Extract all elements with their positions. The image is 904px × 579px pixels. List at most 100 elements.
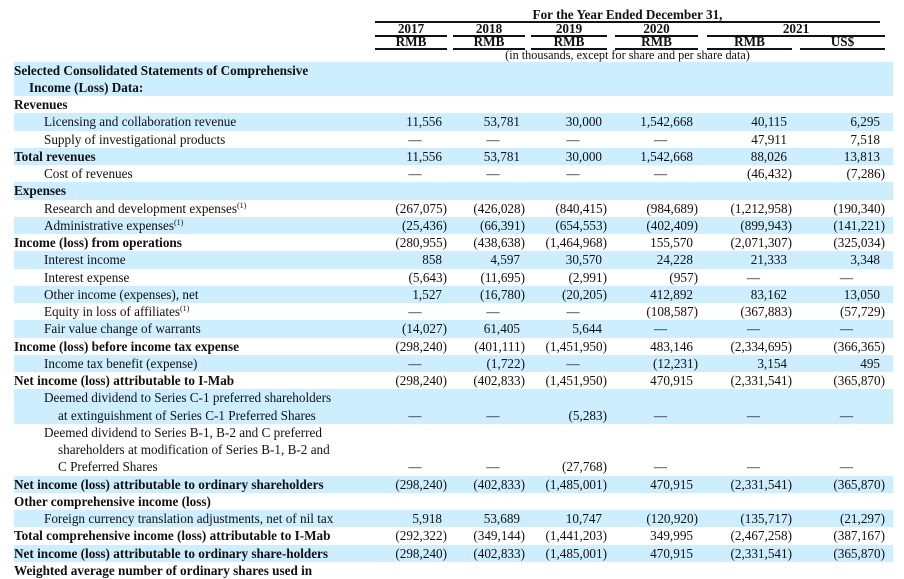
- value-cell: (654,553): [555, 217, 607, 233]
- value-cell: (349,144): [473, 528, 525, 544]
- table-row: Net income (loss) attributable to ordina…: [14, 544, 893, 562]
- value-cell: (367,883): [740, 304, 792, 320]
- row-label: Equity in loss of affiliates(1): [14, 303, 375, 320]
- table-row: Research and development expenses(1) (267…: [14, 200, 893, 217]
- table-row: Net income (loss) attributable to ordina…: [14, 475, 893, 493]
- value-cell: —: [839, 459, 853, 475]
- row-label-line: Other income (expenses), net: [14, 286, 375, 303]
- row-label-line: Total revenues: [14, 148, 375, 165]
- value-cell: 1,542,668: [640, 148, 693, 164]
- row-label: Fair value change of warrants: [14, 320, 375, 337]
- value-cell: (402,833): [473, 476, 525, 492]
- table-row: Total revenues 11,556 53,781 30,000 1,542,66…: [14, 147, 893, 166]
- value-cell: 13,050: [843, 286, 880, 302]
- row-label-line: Selected Consolidated Statements of Comp…: [14, 62, 375, 79]
- row-label: Other income (expenses), net: [14, 286, 375, 303]
- value-cell: (298,240): [395, 338, 447, 354]
- row-label-line: Other comprehensive income (loss): [14, 493, 375, 510]
- value-cell: (402,409): [646, 217, 698, 233]
- table-row: Deemed dividend to Series B-1, B-2 and C…: [14, 424, 893, 476]
- table-row: Equity in loss of affiliates(1) — — — (108,5…: [14, 303, 893, 320]
- row-label: Net income (loss) attributable to ordina…: [14, 545, 375, 562]
- value-cell: (325,034): [833, 235, 885, 251]
- value-cell: 1,527: [412, 286, 442, 302]
- row-label-text: Total comprehensive income (loss) attrib…: [14, 528, 331, 544]
- year-header-2017: 2017: [375, 22, 447, 37]
- row-label-line: Licensing and collaboration revenue: [14, 113, 375, 130]
- value-cell: (365,870): [833, 373, 885, 389]
- row-label-line: Net income (loss) attributable to ordina…: [14, 545, 375, 562]
- table-row: Total comprehensive income (loss) attrib…: [14, 527, 893, 544]
- value-cell: —: [486, 407, 500, 423]
- row-label-line: Deemed dividend to Series C-1 preferred …: [14, 389, 375, 406]
- table-row: Administrative expenses(1) (25,436) (66,39…: [14, 216, 893, 235]
- value-cell: (1,464,968): [545, 235, 607, 251]
- value-cell: 30,570: [565, 252, 602, 268]
- row-label-text: Revenues: [14, 97, 68, 113]
- row-label: Licensing and collaboration revenue: [14, 113, 375, 130]
- row-label-line: Interest expense: [14, 269, 375, 286]
- value-cell: (135,717): [740, 511, 792, 527]
- value-cell: (27,768): [561, 459, 607, 475]
- row-label-text: Administrative expenses: [44, 217, 175, 233]
- row-label-line: Equity in loss of affiliates(1): [14, 303, 375, 320]
- row-label: Supply of investigational products: [14, 131, 375, 148]
- value-cell: (1,441,203): [545, 528, 607, 544]
- value-cell: 3,348: [850, 252, 880, 268]
- value-cell: 40,115: [751, 114, 787, 130]
- table-row: Foreign currency translation adjustments…: [14, 510, 893, 528]
- value-cell: (2,331,541): [730, 373, 792, 389]
- value-cell: 53,689: [483, 511, 520, 527]
- value-cell: (21,297): [839, 511, 885, 527]
- value-cell: (120,920): [646, 511, 698, 527]
- row-label: Cost of revenues: [14, 165, 375, 182]
- row-label-line: Administrative expenses(1): [14, 217, 375, 234]
- value-cell: 495: [860, 355, 880, 371]
- value-cell: 858: [422, 252, 442, 268]
- row-label-text: Income (loss) before income tax expense: [14, 338, 239, 354]
- value-cell: 470,915: [650, 373, 693, 389]
- year-header-2019: 2019: [531, 22, 607, 37]
- value-cell: (426,028): [473, 200, 525, 216]
- value-cell: (57,729): [839, 304, 885, 320]
- row-label: Deemed dividend to Series C-1 preferred …: [14, 389, 375, 424]
- currency-header: RMB: [531, 35, 607, 50]
- value-cell: 483,146: [650, 338, 693, 354]
- row-label-line: Fair value change of warrants: [14, 320, 375, 337]
- row-label-text: Income tax benefit (expense): [44, 355, 198, 371]
- row-label-line: Deemed dividend to Series B-1, B-2 and C…: [14, 424, 375, 441]
- value-cell: (20,205): [561, 286, 607, 302]
- value-cell: 83,162: [750, 286, 787, 302]
- value-cell: (108,587): [646, 304, 698, 320]
- row-label-line: Interest income: [14, 251, 375, 268]
- value-cell: 61,405: [483, 321, 520, 337]
- table-row: Other income (expenses), net 1,527 (16,780…: [14, 285, 893, 304]
- row-label: Other comprehensive income (loss): [14, 493, 375, 510]
- value-cell: —: [408, 304, 422, 320]
- row-label-line: Revenues: [14, 96, 375, 113]
- value-cell: 11,556: [406, 114, 442, 130]
- row-label-text: Interest expense: [44, 269, 130, 285]
- row-label-line: Income tax benefit (expense): [14, 355, 375, 372]
- value-cell: —: [486, 459, 500, 475]
- value-cell: (12,231): [652, 355, 698, 371]
- value-cell: —: [746, 459, 760, 475]
- value-cell: —: [486, 304, 500, 320]
- row-label: Selected Consolidated Statements of Comp…: [14, 62, 375, 97]
- value-cell: —: [746, 321, 760, 337]
- value-cell: 30,000: [565, 148, 602, 164]
- value-cell: —: [653, 459, 667, 475]
- value-cell: 5,918: [412, 511, 442, 527]
- value-cell: (365,870): [833, 476, 885, 492]
- footnote-marker: (1): [236, 200, 247, 210]
- value-cell: 53,781: [483, 114, 520, 130]
- value-cell: 21,333: [750, 252, 787, 268]
- row-label-text: C Preferred Shares: [58, 459, 158, 475]
- value-cell: (298,240): [395, 373, 447, 389]
- row-label-line: Expenses: [14, 182, 375, 199]
- row-label: Administrative expenses(1): [14, 217, 375, 234]
- table-row: Deemed dividend to Series C-1 preferred …: [14, 389, 893, 424]
- table-row: Cost of revenues — — — — (46,432) (7,286): [14, 165, 893, 182]
- value-cell: (401,111): [474, 338, 525, 354]
- value-cell: (298,240): [395, 545, 447, 561]
